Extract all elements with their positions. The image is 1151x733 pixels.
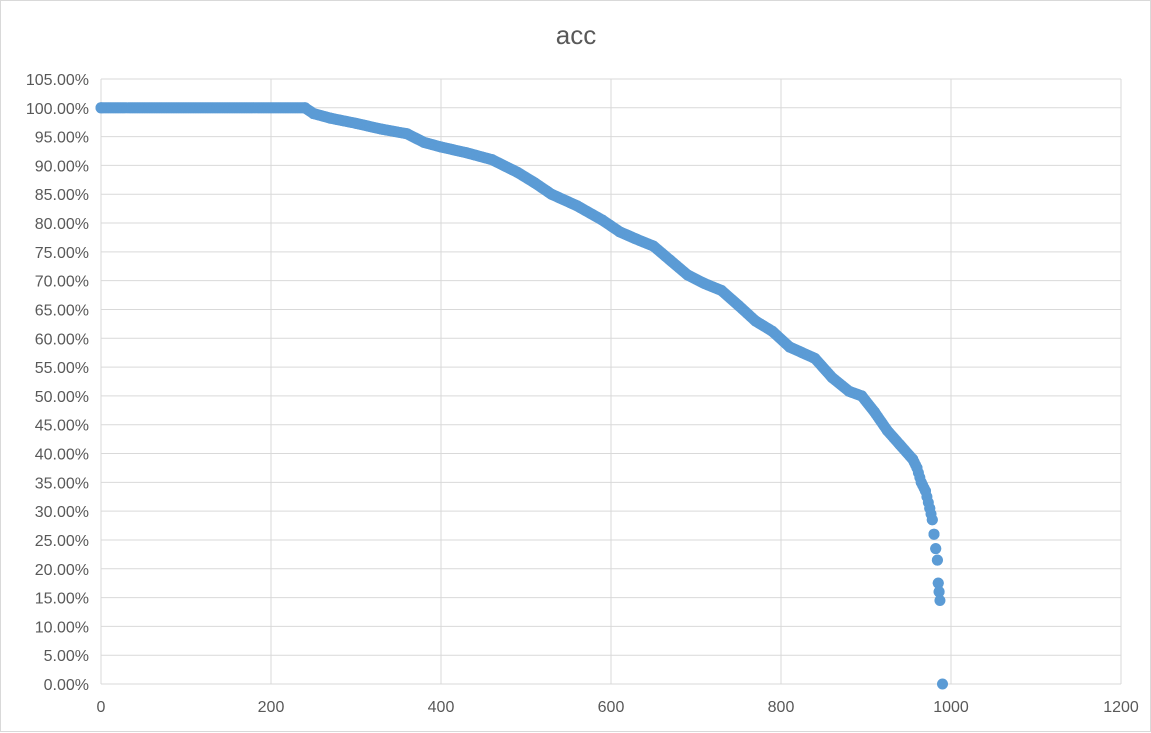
data-point [933, 586, 945, 598]
y-tick-label: 20.00% [35, 562, 89, 579]
data-point [665, 255, 676, 266]
x-tick-label: 800 [768, 699, 795, 716]
data-point [614, 226, 625, 238]
data-point [894, 439, 906, 451]
x-tick-label: 1200 [1103, 699, 1139, 716]
y-tick-label: 30.00% [35, 504, 89, 521]
y-tick-label: 100.00% [26, 101, 89, 118]
data-point [95, 102, 107, 114]
y-tick-label: 50.00% [35, 389, 89, 406]
y-tick-label: 0.00% [44, 677, 89, 694]
data-point [937, 678, 948, 690]
y-tick-label: 45.00% [35, 418, 89, 435]
data-point [856, 390, 868, 402]
data-point [529, 177, 540, 189]
data-point [699, 278, 710, 290]
data-point [733, 299, 744, 311]
data-point [401, 128, 413, 140]
data-point [597, 214, 608, 226]
data-point [869, 406, 880, 418]
data-point [767, 325, 778, 337]
data-point [920, 485, 931, 497]
data-point [784, 341, 795, 353]
data-point [571, 200, 583, 212]
y-tick-label: 35.00% [35, 475, 89, 492]
data-point [648, 240, 659, 252]
chart-title: acc [556, 20, 596, 50]
x-tick-label: 400 [428, 699, 455, 716]
data-point [915, 476, 927, 488]
y-tick-label: 55.00% [35, 360, 89, 377]
data-point [512, 166, 523, 178]
y-tick-label: 105.00% [26, 72, 89, 89]
data-point [418, 136, 430, 148]
y-tick-label: 80.00% [35, 216, 89, 233]
data-point [931, 554, 943, 566]
y-axis-tick-labels: 0.00% 5.00% 10.00% 15.00% 20.00% 25.00% 30.00%… [26, 72, 89, 694]
data-point [924, 502, 936, 514]
y-tick-label: 5.00% [44, 648, 89, 665]
data-point [907, 453, 919, 465]
y-tick-label: 75.00% [35, 245, 89, 262]
data-point [631, 233, 642, 245]
data-point [682, 269, 693, 281]
grid-lines [100, 78, 1122, 685]
data-point [826, 371, 838, 383]
data-point [934, 594, 946, 606]
data-point [843, 385, 855, 397]
y-tick-label: 85.00% [35, 187, 89, 204]
data-point [376, 123, 387, 135]
y-tick-label: 70.00% [35, 274, 89, 291]
data-point [809, 352, 821, 364]
data-point [928, 528, 940, 540]
x-tick-label: 600 [598, 699, 625, 716]
data-point [926, 514, 938, 526]
data-series [95, 102, 948, 690]
x-tick-label: 200 [258, 699, 285, 716]
y-tick-label: 60.00% [35, 331, 89, 348]
data-point [461, 147, 472, 159]
data-point [930, 543, 942, 555]
y-tick-label: 10.00% [35, 619, 89, 636]
data-point [911, 462, 923, 474]
x-tick-label: 1000 [933, 699, 969, 716]
y-tick-label: 65.00% [35, 302, 89, 319]
y-tick-label: 95.00% [35, 130, 89, 147]
data-point [716, 284, 727, 296]
y-tick-label: 40.00% [35, 447, 89, 464]
data-point [435, 141, 447, 153]
data-point [299, 102, 311, 114]
y-tick-label: 25.00% [35, 533, 89, 550]
data-point [325, 112, 336, 124]
x-tick-label: 0 [97, 699, 106, 716]
data-point [308, 108, 319, 120]
data-point [546, 188, 557, 200]
y-tick-label: 90.00% [35, 158, 89, 175]
y-tick-label: 15.00% [35, 591, 89, 608]
x-axis-tick-labels: 0 200 400 600 800 1000 1200 [97, 699, 1139, 716]
data-point [932, 577, 944, 589]
data-point [881, 424, 893, 436]
data-point [486, 154, 498, 166]
data-point [350, 117, 362, 129]
data-point [750, 315, 761, 327]
